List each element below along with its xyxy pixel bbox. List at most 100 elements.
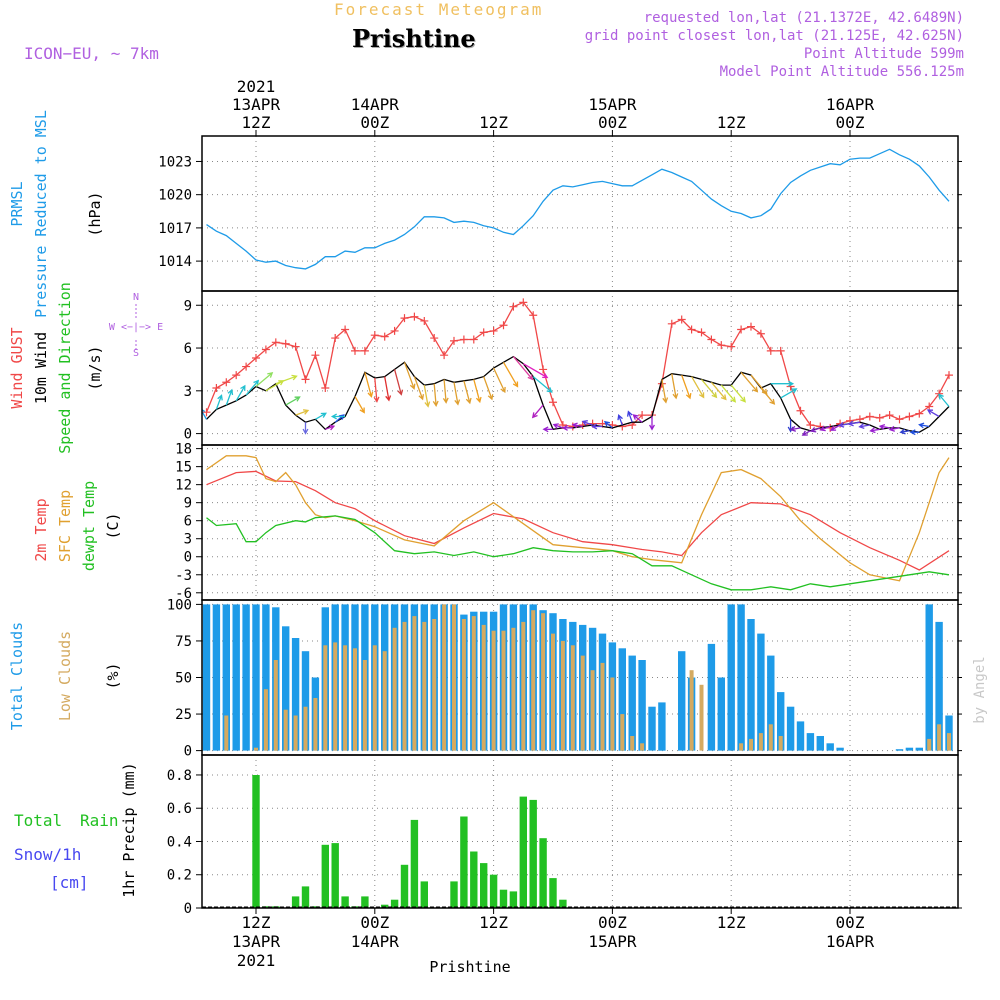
- y-tick-label: 1020: [158, 188, 192, 204]
- x-tick-label: 14APR: [351, 95, 400, 114]
- y-tick-label: 0.4: [167, 834, 192, 850]
- wind-arrow: [701, 378, 718, 399]
- bar: [777, 692, 785, 751]
- bar: [460, 816, 468, 908]
- bar: [303, 706, 308, 751]
- wind-panel: 0 3 6 9: [184, 290, 962, 446]
- bar: [570, 645, 575, 751]
- bar: [262, 604, 270, 751]
- gust-marker: [311, 351, 320, 360]
- wind-unit: (m/s): [86, 345, 104, 390]
- wind-arrow: [720, 384, 737, 403]
- gust-marker: [885, 411, 894, 420]
- gust-marker: [776, 346, 785, 355]
- bar: [600, 662, 605, 751]
- x-tick-label: 12Z: [717, 113, 746, 132]
- bar: [452, 604, 456, 751]
- y-tick-label: 50: [175, 671, 192, 687]
- bar: [638, 660, 646, 751]
- gust-marker: [469, 335, 478, 344]
- precipitation-plot: [202, 775, 958, 908]
- panel-frame: [201, 444, 959, 601]
- temperature-panel: -6 -3 0 3 6 9 12 15 18: [175, 442, 962, 602]
- bar: [560, 640, 565, 751]
- gust-marker: [232, 371, 241, 380]
- wind-arrow: [671, 373, 679, 400]
- model-label: ICON−EU, ~ 7km: [24, 44, 159, 63]
- dewpt-temp-label: dewpt Temp: [80, 481, 98, 571]
- bar: [501, 630, 506, 751]
- bar: [945, 715, 953, 751]
- wind-arrow: [918, 422, 930, 429]
- credit-watermark: by Angel: [972, 656, 988, 723]
- y-tick-label: 1017: [158, 221, 192, 237]
- bar: [252, 604, 260, 751]
- gust-marker: [667, 319, 676, 328]
- pressure-panel: 1014 1017 1020 1023: [158, 135, 962, 292]
- gust-marker: [351, 346, 359, 355]
- gust-marker: [519, 298, 528, 307]
- bar: [222, 604, 230, 751]
- x-tick-label: 2021: [237, 951, 276, 970]
- chart-subtitle: Forecast Meteogram: [334, 0, 544, 19]
- bar: [826, 743, 834, 751]
- bar: [242, 604, 250, 751]
- bar: [481, 624, 486, 751]
- wind-arrow: [364, 372, 374, 398]
- compass-n: N: [133, 292, 139, 303]
- gust-marker: [479, 328, 488, 337]
- x-tick-label: 13APR: [232, 932, 281, 951]
- bar: [291, 638, 300, 751]
- bar: [937, 724, 942, 751]
- precipitation-panel: 0 0.2 0.4 0.6 0.8: [167, 754, 962, 917]
- wind-arrow: [617, 414, 623, 426]
- gust-marker: [677, 315, 686, 324]
- 2m-temp-label: 2m Temp: [32, 498, 50, 561]
- x-tick-label: 00Z: [360, 913, 389, 932]
- bar: [541, 613, 546, 751]
- y-tick-label: 0: [184, 744, 192, 760]
- point-altitude: Point Altitude 599m: [803, 46, 964, 62]
- gust-label: Wind GUST: [8, 327, 26, 408]
- bar: [491, 630, 496, 751]
- wind-arrow: [225, 388, 234, 406]
- bar: [301, 651, 310, 751]
- bar: [470, 851, 478, 908]
- wind-arrow: [393, 369, 404, 396]
- bar: [727, 604, 735, 751]
- wind-arrow: [847, 420, 861, 427]
- y-tick-label: 6: [184, 341, 192, 357]
- gust-marker: [321, 383, 330, 392]
- gust-marker: [865, 412, 874, 421]
- gust-marker: [301, 375, 310, 384]
- bar: [212, 604, 221, 751]
- wind-arrow: [295, 409, 310, 416]
- sfc-temp-label: SFC Temp: [56, 490, 74, 562]
- compass-we: W <−|−> E: [109, 322, 163, 333]
- y-tick-label: 6: [184, 514, 192, 530]
- series-line: [205, 301, 950, 429]
- wind-arrow: [750, 374, 768, 395]
- total-clouds-label: Total Clouds: [8, 622, 26, 730]
- wind-arrow: [710, 381, 727, 401]
- bar: [382, 651, 387, 751]
- wind-arrow: [591, 423, 603, 430]
- wind-arrow: [770, 380, 795, 387]
- bar: [282, 626, 290, 751]
- series-line: [206, 148, 950, 270]
- bar: [232, 604, 240, 751]
- bar: [381, 904, 389, 908]
- bar: [263, 689, 268, 751]
- rain-label: Rain: [80, 811, 119, 830]
- gust-marker: [529, 311, 538, 320]
- bar: [628, 655, 636, 751]
- bar: [519, 796, 527, 908]
- bar: [806, 733, 815, 751]
- snow-label: Snow/1h: [14, 845, 81, 864]
- x-tick-label: 00Z: [360, 113, 389, 132]
- gust-marker: [925, 402, 934, 411]
- bar: [283, 709, 288, 751]
- wind-arrow: [869, 427, 880, 434]
- gust-marker: [549, 398, 557, 407]
